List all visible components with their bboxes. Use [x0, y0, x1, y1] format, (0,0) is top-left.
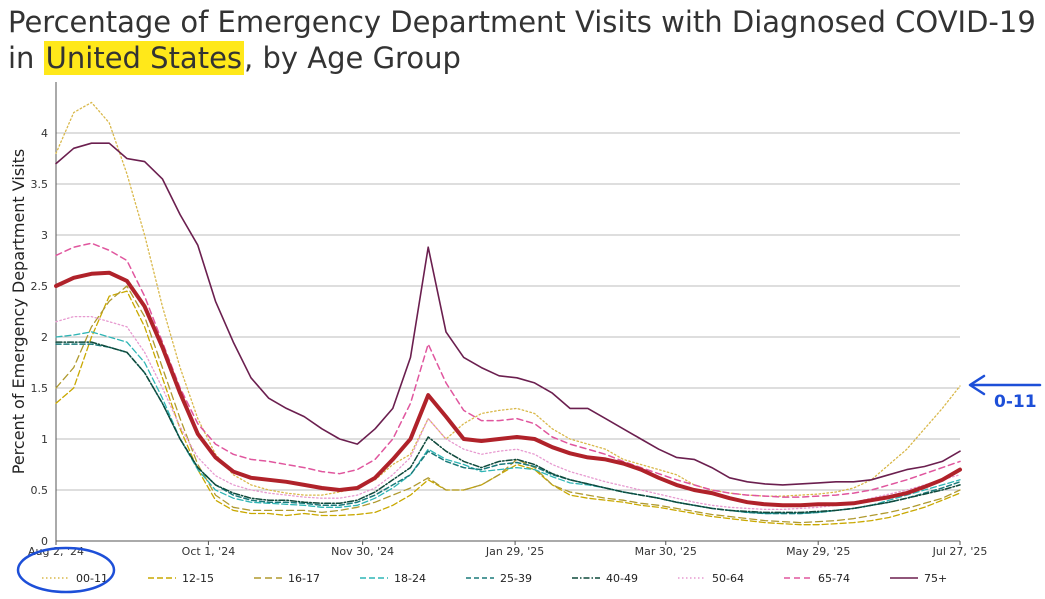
title-prefix: in	[8, 41, 44, 75]
x-tick-label: May 29, '25	[786, 545, 850, 558]
legend-label: 65-74	[818, 572, 850, 585]
y-tick-label: 4	[41, 127, 48, 140]
legend-label: 12-15	[182, 572, 214, 585]
series-line-all-ages	[54, 270, 962, 508]
y-tick-label: 2.5	[31, 280, 49, 293]
x-tick-label: Nov 30, '24	[331, 545, 394, 558]
x-tick-label: Oct 1, '24	[182, 545, 236, 558]
y-axis-label: Percent of Emergency Department Visits	[9, 149, 28, 474]
y-tick-label: 3.5	[31, 178, 49, 191]
series-line-12-15	[55, 290, 961, 526]
title-highlight: United States	[43, 41, 245, 75]
y-tick-label: 1.5	[31, 382, 49, 395]
y-tick-label: 1	[41, 433, 48, 446]
y-tick-label: 0	[41, 535, 48, 548]
series-line-75-	[55, 142, 961, 486]
annotation-text: 0-11	[994, 392, 1037, 412]
chart-title: Percentage of Emergency Department Visit…	[8, 4, 1038, 76]
series-lines	[54, 101, 962, 526]
arrow-annotation-head	[968, 374, 986, 396]
legend-label: 75+	[924, 572, 947, 585]
y-tick-label: 3	[41, 229, 48, 242]
series-line-16-17	[55, 285, 961, 524]
legend-label: 00-11	[76, 572, 108, 585]
legend-label: 40-49	[606, 572, 638, 585]
chart-title-line1: Percentage of Emergency Department Visit…	[8, 5, 1036, 39]
x-tick-label: Jan 29, '25	[485, 545, 544, 558]
series-line-25-39	[55, 343, 961, 515]
y-tick-label: 2	[41, 331, 48, 344]
series-line-00-11	[55, 101, 961, 497]
legend: 00-11 12-15 16-17 18-24 25-39 40-49 50-64 65-74…	[42, 572, 947, 585]
legend-label: 25-39	[500, 572, 532, 585]
circle-annotation	[16, 546, 116, 594]
y-tick-label: 0.5	[31, 484, 49, 497]
legend-label: 18-24	[394, 572, 426, 585]
chart-title-line2: in United States, by Age Group	[8, 40, 1038, 76]
legend-label: 50-64	[712, 572, 744, 585]
series-line-65-74	[55, 242, 961, 498]
title-suffix: , by Age Group	[244, 41, 461, 75]
series-line-50-64	[55, 315, 961, 511]
x-tick-label: Jul 27, '25	[932, 545, 988, 558]
series-line-40-49	[55, 341, 961, 514]
annotation: 0-11	[16, 374, 1042, 594]
legend-label: 16-17	[288, 572, 320, 585]
x-tick-label: Mar 30, '25	[635, 545, 697, 558]
